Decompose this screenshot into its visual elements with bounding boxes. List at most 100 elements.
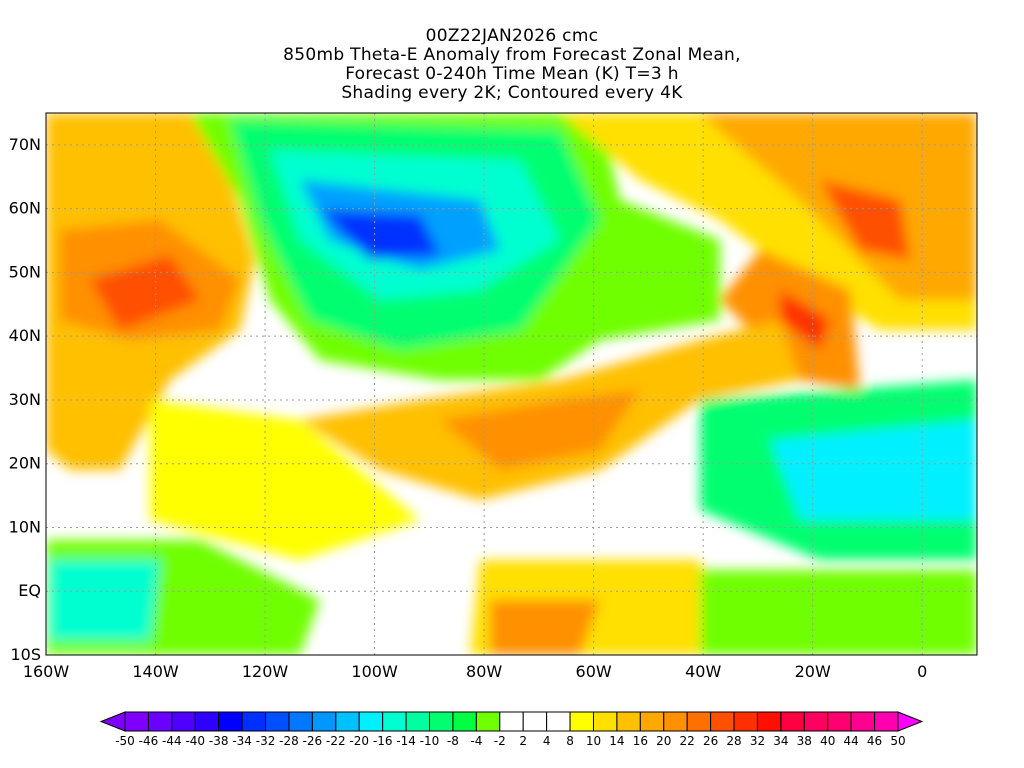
shading-layer <box>46 113 977 655</box>
colorbar-box <box>592 711 618 732</box>
colorbar-box <box>733 711 758 732</box>
colorbar-box <box>850 711 876 732</box>
colorbar-label: -50 <box>115 734 135 748</box>
map-field <box>46 113 977 655</box>
map-frame <box>45 112 978 656</box>
east-pacific-warm-area <box>150 400 420 560</box>
lon-label: 0 <box>917 662 927 681</box>
colorbar-label: -26 <box>303 734 323 748</box>
colorbar-label: -20 <box>349 734 369 748</box>
colorbar-label: -28 <box>279 734 299 748</box>
colorbar-box <box>522 711 548 732</box>
lat-label: 10S <box>10 645 41 664</box>
colorbar-box <box>147 711 173 732</box>
colorbar-box <box>639 711 665 732</box>
lon-label: 160W <box>23 662 70 681</box>
colorbar-box <box>827 711 852 732</box>
lat-label: 20N <box>9 454 41 473</box>
colorbar-label: 16 <box>633 734 648 748</box>
colorbar-label: -14 <box>396 734 416 748</box>
tropical-pacific-cold-area <box>50 560 160 640</box>
colorbar-box <box>241 711 267 732</box>
colorbar-under-triangle <box>99 711 126 732</box>
colorbar-box <box>194 711 220 732</box>
colorbar-box <box>569 711 594 732</box>
colorbar-label: 22 <box>680 734 695 748</box>
colorbar-box <box>546 711 571 732</box>
colorbar-box <box>686 711 712 732</box>
colorbar-box <box>218 711 243 732</box>
lon-label: 80W <box>466 662 502 681</box>
colorbar-box <box>874 711 899 732</box>
colorbar-label: 50 <box>890 734 905 748</box>
title-line-1: 00Z22JAN2026 cmc <box>425 26 599 46</box>
colorbar-box <box>663 711 688 732</box>
colorbar-label: -40 <box>185 734 205 748</box>
colorbar-label: -16 <box>373 734 393 748</box>
title-line-2: 850mb Theta-E Anomaly from Forecast Zona… <box>283 45 741 65</box>
lat-label: 50N <box>9 262 41 281</box>
colorbar-label: -2 <box>494 734 506 748</box>
colorbar-label: -46 <box>139 734 159 748</box>
colorbar-box <box>710 711 735 732</box>
longitude-labels: 160W 140W 120W 100W 80W 60W 40W 20W 0 <box>23 662 928 681</box>
colorbar-label: 4 <box>543 734 551 748</box>
lon-label: 60W <box>576 662 612 681</box>
colorbar-label: -8 <box>447 734 459 748</box>
colorbar-label: 32 <box>750 734 765 748</box>
lon-label: 40W <box>685 662 721 681</box>
colorbar-label: 26 <box>703 734 718 748</box>
colorbar-label: 40 <box>820 734 835 748</box>
lat-label: 60N <box>9 199 41 218</box>
colorbar-label: 38 <box>797 734 812 748</box>
colorbar-label: 2 <box>519 734 527 748</box>
lat-label: 70N <box>9 135 41 154</box>
sahara-cold-area <box>770 420 977 520</box>
lat-label: 40N <box>9 326 41 345</box>
lat-label: EQ <box>18 581 41 600</box>
south-america-warm-core <box>490 600 600 655</box>
colorbar-label: -44 <box>162 734 182 748</box>
colorbar-box <box>429 711 454 732</box>
caribbean-warm-area <box>440 390 640 470</box>
east-atlantic-warm-core <box>780 290 830 350</box>
latitude-labels: 70N 60N 50N 40N 30N 20N 10N EQ 10S <box>9 135 41 664</box>
colorbar-label: -32 <box>256 734 276 748</box>
colorbar-box <box>452 711 477 732</box>
colorbar-label: 10 <box>586 734 601 748</box>
colorbar-label: -10 <box>420 734 440 748</box>
colorbar-box <box>475 711 501 732</box>
south-atlantic-cool-area <box>700 570 977 655</box>
colorbar-box <box>265 711 290 732</box>
lat-label: 10N <box>9 517 41 536</box>
colorbar-label: -22 <box>326 734 346 748</box>
colorbar-box <box>780 711 805 732</box>
northeast-pacific-warm-core <box>90 255 200 330</box>
colorbar-box <box>499 711 524 732</box>
colorbar-box <box>171 711 196 732</box>
gridlines <box>46 113 977 655</box>
colorbar: -50 -46 -44 -40 -38 -34 -32 -28 -26 -22 -20 -16 -14-… <box>99 711 924 748</box>
colorbar-label: -34 <box>232 734 252 748</box>
colorbar-box <box>382 711 407 732</box>
colorbar-box <box>405 711 431 732</box>
colorbar-box <box>803 711 829 732</box>
canada-cold-core-area <box>320 210 440 260</box>
colorbar-over-triangle <box>897 711 924 732</box>
colorbar-label: 46 <box>867 734 882 748</box>
title-line-4: Shading every 2K; Contoured every 4K <box>341 83 683 103</box>
colorbar-box <box>288 711 313 732</box>
colorbar-box <box>311 711 337 732</box>
title-line-3: Forecast 0-240h Time Mean (K) T=3 h <box>345 64 679 84</box>
colorbar-label: 14 <box>609 734 624 748</box>
colorbar-label: -38 <box>209 734 229 748</box>
colorbar-box <box>335 711 360 732</box>
colorbar-label: 28 <box>726 734 741 748</box>
lon-label: 20W <box>795 662 831 681</box>
colorbar-label: 8 <box>566 734 574 748</box>
colorbar-label: 34 <box>773 734 788 748</box>
colorbar-box <box>756 711 782 732</box>
colorbar-label: 20 <box>656 734 671 748</box>
colorbar-box <box>616 711 641 732</box>
